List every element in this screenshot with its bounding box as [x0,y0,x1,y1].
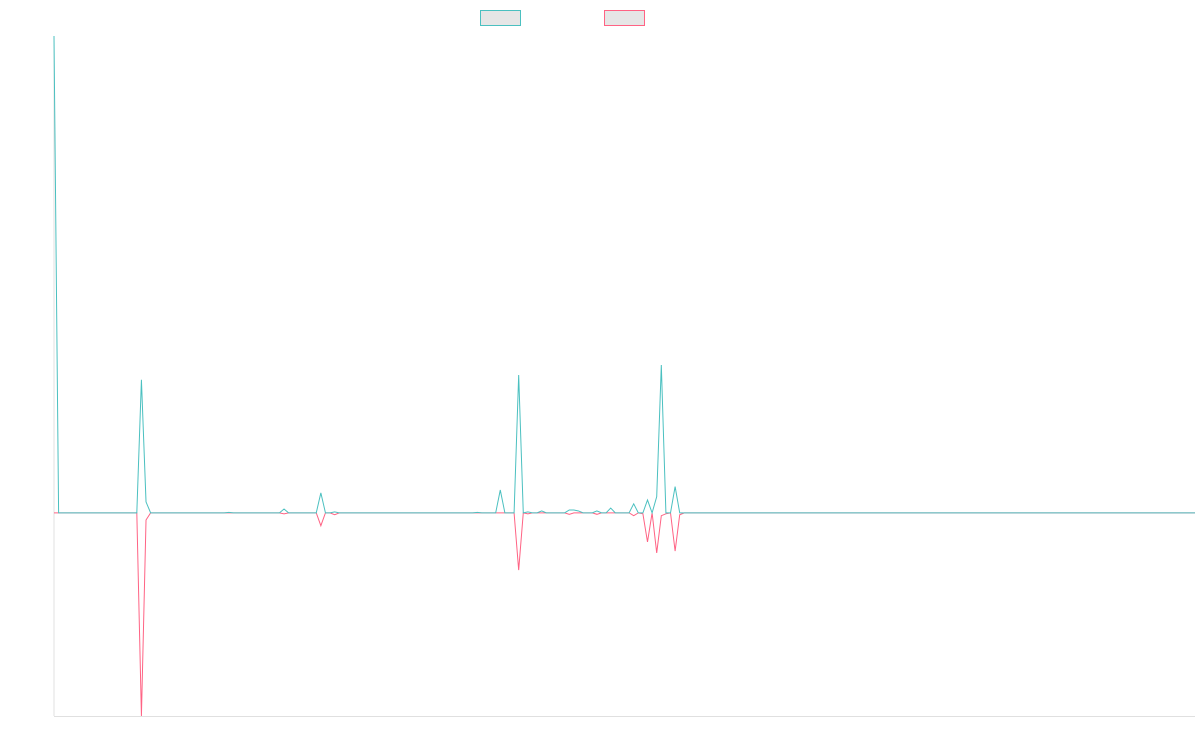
legend-swatch-2[interactable] [604,10,645,26]
legend-swatch-1[interactable] [480,10,521,26]
series-line-1 [53,35,1195,515]
series-1 [53,35,1195,515]
series-layer [53,35,1195,717]
legend [480,10,645,26]
series-2 [54,512,1195,717]
series-line-2 [54,512,1195,717]
